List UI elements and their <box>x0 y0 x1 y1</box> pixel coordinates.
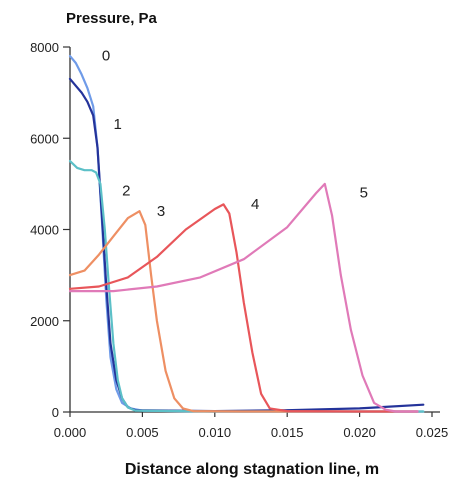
series-line-0 <box>68 54 425 413</box>
x-tick-label: 0.000 <box>54 425 87 440</box>
y-tick-label: 2000 <box>30 314 59 329</box>
x-axis-ticks: 0.000 0.005 0.010 0.015 0.020 0.025 <box>54 412 449 440</box>
y-tick-label: 8000 <box>30 40 59 55</box>
x-tick-label: 0.020 <box>343 425 376 440</box>
series-label-4: 4 <box>251 196 259 213</box>
y-axis-title: Pressure, Pa <box>66 10 158 27</box>
x-axis-title: Distance along stagnation line, m <box>125 461 379 478</box>
x-tick-label: 0.005 <box>126 425 159 440</box>
series-line-5 <box>68 182 419 413</box>
series-label-3: 3 <box>157 203 165 220</box>
series-label-2: 2 <box>122 182 130 199</box>
series-label-0: 0 <box>102 48 110 65</box>
series-line-4 <box>68 203 419 413</box>
y-axis-ticks: 0 2000 4000 6000 8000 <box>30 40 70 420</box>
x-tick-label: 0.015 <box>271 425 304 440</box>
y-tick-label: 4000 <box>30 223 59 238</box>
curve-labels: 0 1 2 3 4 5 <box>102 48 368 220</box>
series-line-1 <box>68 77 425 413</box>
x-tick-label: 0.025 <box>416 425 449 440</box>
y-tick-label: 6000 <box>30 131 59 146</box>
series-line-3 <box>68 210 419 413</box>
series-label-5: 5 <box>360 185 368 202</box>
series-group <box>68 54 425 413</box>
x-tick-label: 0.010 <box>199 425 232 440</box>
series-label-1: 1 <box>113 116 121 133</box>
y-tick-label: 0 <box>52 405 59 420</box>
